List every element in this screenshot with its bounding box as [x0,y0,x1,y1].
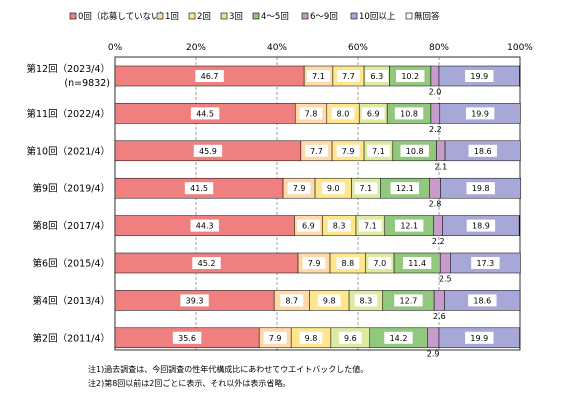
data-label: 6.9 [302,222,315,231]
x-tick-label: 20% [186,43,206,53]
data-label: 2.1 [434,162,447,171]
data-label: 19.9 [470,334,488,343]
data-label: 45.2 [198,259,216,268]
data-label: 12.1 [400,222,418,231]
data-label: 19.9 [471,109,489,118]
legend-label: 4～5回 [261,12,289,22]
data-label: 2.2 [432,237,445,246]
x-tick-label: 100% [507,43,533,53]
bar-segment [431,103,440,123]
data-label: 18.6 [474,147,492,156]
data-label: 12.1 [396,184,414,193]
x-tick-label: 60% [348,43,368,53]
data-label: 14.2 [390,334,408,343]
data-label: 7.1 [364,222,377,231]
data-label: 35.6 [178,334,196,343]
data-label: 7.9 [293,184,306,193]
data-label: 7.9 [342,147,355,156]
legend-label: 2回 [197,12,211,22]
legend-label: 10回以上 [359,12,396,22]
data-label: 11.4 [408,259,426,268]
data-label: 10.2 [401,72,419,81]
data-label: 19.9 [470,72,488,81]
legend-label: 無回答 [414,11,440,22]
data-label: 9.6 [344,334,357,343]
data-label: 7.7 [310,147,323,156]
category-label: 第9回（2019/4） [33,183,110,195]
x-tick-label: 80% [429,43,449,53]
data-label: 2.0 [429,88,442,97]
category-label: 第8回（2017/4） [33,220,110,232]
category-sublabel: (n=9832) [64,78,110,89]
bar-segment [440,253,450,273]
data-label: 18.9 [472,222,490,231]
data-label: 8.3 [333,222,346,231]
data-label: 8.8 [342,259,355,268]
data-label: 9.8 [305,334,318,343]
x-tick-label: 0% [108,43,123,53]
footnote-1: 注1)過去調査は、今回調査の性年代構成比にあわせてウエイトバックした値。 [88,365,368,375]
legend-label: 0回（応募していない） [78,11,168,22]
data-label: 18.6 [473,296,491,305]
data-label: 7.1 [312,72,325,81]
data-label: 2.5 [439,275,452,284]
data-label: 9.8 [323,296,336,305]
category-label: 第12回（2023/4） [26,63,110,75]
footnote-2: 注2)第8回以前は2回ごとに表示、それ以外は表示省略。 [88,379,290,389]
bar-segment [437,141,446,161]
data-label: 44.5 [196,109,214,118]
data-label: 2.9 [427,349,440,358]
legend-swatch [406,13,412,19]
data-label: 10.8 [400,109,418,118]
category-label: 第10回（2021/4） [26,145,110,157]
data-label: 9.0 [327,184,340,193]
legend-label: 6～9回 [310,12,338,22]
data-label: 10.8 [406,147,424,156]
legend-swatch [351,13,357,19]
data-label: 2.8 [429,200,442,209]
data-label: 44.3 [196,222,214,231]
legend-swatch [253,13,259,19]
bar-segment [434,290,445,310]
data-label: 17.3 [476,259,494,268]
data-label: 8.0 [337,109,350,118]
category-label: 第6回（2015/4） [33,258,110,270]
data-label: 7.8 [305,109,318,118]
category-label: 第11回（2022/4） [26,108,110,120]
data-label: 7.9 [308,259,321,268]
category-label: 第2回（2011/4） [33,332,110,344]
data-label: 41.5 [190,184,208,193]
legend-swatch [221,13,227,19]
bar-segment [431,66,439,86]
data-label: 12.7 [400,296,418,305]
data-label: 6.3 [370,72,383,81]
data-label: 2.2 [429,125,442,134]
data-label: 45.9 [199,147,217,156]
data-label: 7.9 [269,334,282,343]
bar-segment [434,216,443,236]
data-label: 2.6 [433,312,446,321]
category-label: 第4回（2013/4） [33,295,110,307]
data-label: 46.7 [201,72,219,81]
legend-label: 3回 [229,12,243,22]
legend-swatch [70,13,76,19]
legend-swatch [189,13,195,19]
x-tick-label: 40% [267,43,287,53]
legend-label: 1回 [165,12,179,22]
data-label: 8.7 [285,296,298,305]
bar-segment [427,328,439,348]
data-label: 7.7 [342,72,355,81]
legend-swatch [302,13,308,19]
data-label: 7.1 [372,147,385,156]
data-label: 7.0 [374,259,387,268]
bar-segment [429,178,440,198]
data-label: 7.1 [360,184,373,193]
data-label: 8.3 [360,296,373,305]
legend-swatch [157,13,163,19]
data-label: 19.8 [472,184,490,193]
data-label: 39.3 [186,296,204,305]
data-label: 6.9 [367,109,380,118]
